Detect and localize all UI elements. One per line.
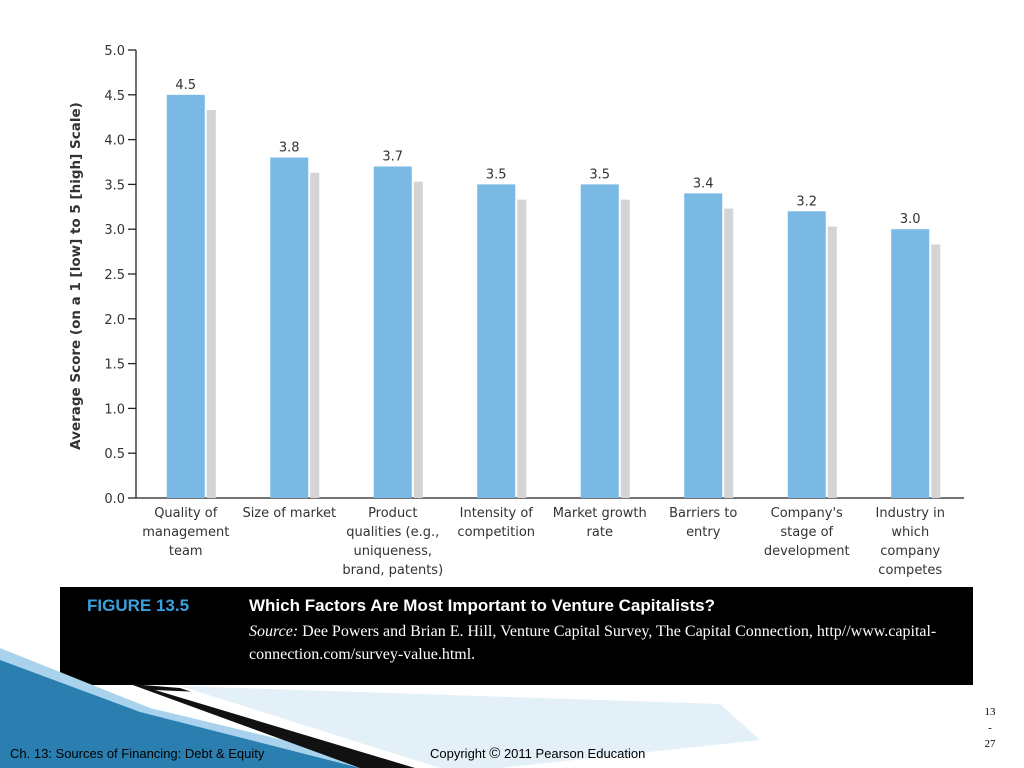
figure-title: Which Factors Are Most Important to Vent… xyxy=(249,596,715,615)
bars-group: 4.5 3.8 3.7 3.5 3.5 3.4 3.2 3.0 xyxy=(166,78,941,499)
category-label-line: team xyxy=(169,544,203,559)
bar xyxy=(684,193,723,499)
bar-value-label: 3.4 xyxy=(693,176,714,191)
bar xyxy=(270,157,309,498)
category-label-line: Company's xyxy=(771,506,843,521)
footer-copyright: Copyright © 2011 Pearson Education xyxy=(430,745,645,762)
category-label-line: which xyxy=(891,525,929,540)
bar xyxy=(891,229,930,498)
bar-value-label: 3.5 xyxy=(486,167,507,182)
page-number-minor: 27 xyxy=(984,738,996,750)
category-label-line: brand, patents) xyxy=(342,563,443,578)
y-tick-label: 4.0 xyxy=(104,134,125,149)
y-tick-label: 1.0 xyxy=(104,402,125,417)
figure-source: Source: Dee Powers and Brian E. Hill, Ve… xyxy=(249,620,949,666)
page-number-sep: - xyxy=(988,722,992,734)
bar-value-label: 3.5 xyxy=(589,167,610,182)
bar xyxy=(580,184,619,498)
y-tick-label: 0.0 xyxy=(104,492,125,507)
bar-value-label: 3.0 xyxy=(900,212,921,227)
y-tick-label: 2.5 xyxy=(104,268,125,283)
category-label-line: competition xyxy=(457,525,535,540)
y-tick-label: 0.5 xyxy=(104,447,125,462)
bar xyxy=(166,94,205,499)
category-label-line: competes xyxy=(878,563,942,578)
category-label-line: entry xyxy=(686,525,721,540)
bar-shadow xyxy=(206,110,216,499)
bar-value-label: 3.7 xyxy=(382,149,403,164)
category-label-line: company xyxy=(880,544,940,559)
bar-chart: Average Score (on a 1 [low] to 5 [high] … xyxy=(68,44,964,578)
footer-chapter: Ch. 13: Sources of Financing: Debt & Equ… xyxy=(10,746,265,761)
bar-shadow xyxy=(724,208,734,499)
copyright-prefix: Copyright xyxy=(430,746,486,761)
y-tick-label: 5.0 xyxy=(104,44,125,59)
bar-shadow xyxy=(931,244,941,498)
y-tick-label: 2.0 xyxy=(104,313,125,328)
y-tick-label: 3.5 xyxy=(104,178,125,193)
bar xyxy=(477,184,516,498)
bar-shadow xyxy=(413,181,423,498)
bar-shadow xyxy=(620,199,630,498)
category-label-line: development xyxy=(764,544,850,559)
category-label-line: qualities (e.g., xyxy=(346,525,439,540)
bar-shadow xyxy=(827,226,837,498)
bar xyxy=(373,166,412,499)
category-label-line: Barriers to xyxy=(669,506,737,521)
y-tick-label: 3.0 xyxy=(104,223,125,238)
bar-value-label: 4.5 xyxy=(175,78,196,93)
category-label-line: Quality of xyxy=(154,506,218,521)
category-label-line: management xyxy=(142,525,229,540)
source-label: Source: xyxy=(249,623,299,640)
category-label-line: Intensity of xyxy=(460,506,534,521)
page-number-major: 13 xyxy=(984,706,996,718)
y-tick-label: 1.5 xyxy=(104,358,125,373)
bar xyxy=(787,211,826,498)
page-number: 13 - 27 xyxy=(980,704,1000,752)
y-tick-label: 4.5 xyxy=(104,89,125,104)
copyright-symbol: © xyxy=(489,745,501,762)
category-label-line: Industry in xyxy=(876,506,945,521)
category-label-line: Product xyxy=(368,506,417,521)
figure-number: FIGURE 13.5 xyxy=(87,596,190,615)
category-label-line: stage of xyxy=(780,525,833,540)
bar-value-label: 3.8 xyxy=(279,141,300,156)
figure-caption: FIGURE 13.5 Which Factors Are Most Impor… xyxy=(60,587,973,685)
category-label-line: uniqueness, xyxy=(354,544,433,559)
category-label-line: rate xyxy=(587,525,613,540)
y-axis-title: Average Score (on a 1 [low] to 5 [high] … xyxy=(68,102,84,450)
bar-shadow xyxy=(310,172,320,498)
category-labels: Quality of management team Size of market Pr… xyxy=(142,506,945,578)
category-label-line: Market growth xyxy=(553,506,647,521)
source-text: Dee Powers and Brian E. Hill, Venture Ca… xyxy=(249,623,937,663)
copyright-rest: 2011 Pearson Education xyxy=(503,746,646,761)
category-label-line: Size of market xyxy=(242,506,336,521)
bar-value-label: 3.2 xyxy=(796,194,817,209)
bar-shadow xyxy=(517,199,527,498)
